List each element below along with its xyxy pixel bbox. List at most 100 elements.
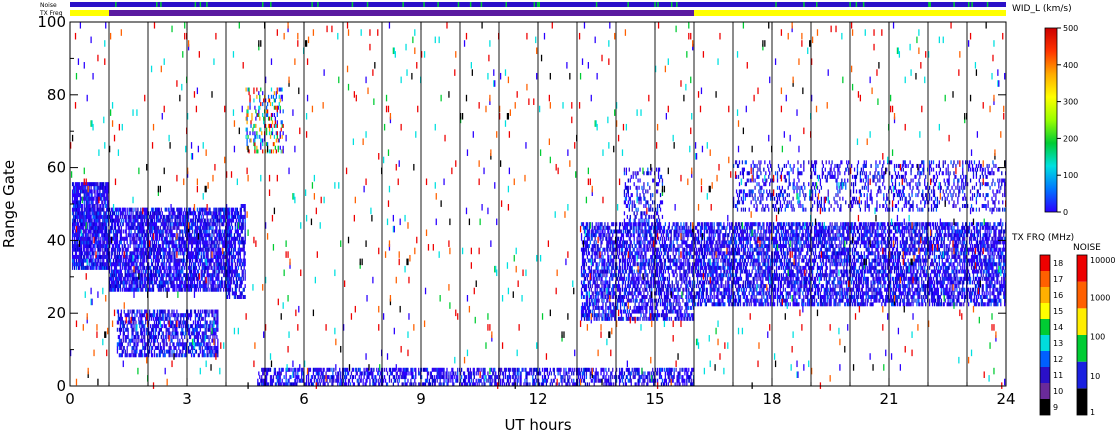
echo-cell bbox=[249, 131, 251, 136]
echo-cell bbox=[82, 265, 84, 270]
echo-cell bbox=[156, 211, 159, 216]
echo-cell bbox=[163, 345, 165, 350]
echo-cell bbox=[616, 240, 619, 245]
echo-cell bbox=[152, 284, 155, 289]
echo-cell bbox=[173, 269, 175, 274]
echo-cell bbox=[133, 280, 135, 285]
echo-cell bbox=[115, 240, 118, 245]
echo-cell bbox=[80, 204, 82, 208]
echo-cell bbox=[126, 240, 128, 245]
echo-cell bbox=[622, 254, 625, 259]
echo-cell bbox=[105, 189, 107, 194]
echo-cell bbox=[276, 134, 278, 139]
echo-cell bbox=[140, 273, 142, 278]
echo-cell bbox=[99, 214, 101, 219]
echo-cell bbox=[135, 335, 137, 340]
echo-cell bbox=[86, 240, 88, 245]
echo-cell bbox=[190, 244, 193, 249]
echo-cell bbox=[152, 251, 155, 256]
echo-cell bbox=[146, 287, 148, 292]
echo-cell bbox=[80, 251, 82, 256]
echo-cell bbox=[219, 229, 221, 234]
echo-cell bbox=[592, 229, 594, 234]
echo-cell bbox=[616, 276, 619, 281]
echo-cell bbox=[622, 298, 625, 303]
echo-cell bbox=[122, 338, 124, 343]
echo-cell bbox=[204, 265, 206, 270]
echo-cell bbox=[141, 349, 143, 354]
echo-cell bbox=[624, 291, 627, 296]
echo-cell bbox=[76, 262, 79, 267]
echo-cell bbox=[78, 229, 81, 234]
echo-cell bbox=[163, 236, 165, 241]
echo-cell bbox=[155, 244, 158, 249]
echo-cell bbox=[145, 320, 147, 325]
echo-cell bbox=[135, 287, 137, 292]
echo-cell bbox=[212, 273, 214, 278]
echo-cell bbox=[79, 218, 82, 223]
echo-cell bbox=[117, 335, 120, 340]
echo-cell bbox=[202, 225, 204, 230]
echo-cell bbox=[205, 251, 207, 256]
echo-cell bbox=[150, 280, 153, 285]
echo-cell bbox=[158, 233, 160, 238]
echo-cell bbox=[87, 244, 89, 249]
echo-cell bbox=[141, 247, 143, 252]
echo-cell bbox=[89, 254, 91, 259]
echo-cell bbox=[165, 236, 167, 241]
echo-cell bbox=[195, 276, 198, 281]
echo-cell bbox=[72, 189, 75, 194]
echo-cell bbox=[637, 316, 639, 321]
echo-cell bbox=[112, 229, 115, 234]
echo-cell bbox=[83, 189, 85, 194]
echo-cell bbox=[134, 342, 136, 347]
echo-cell bbox=[593, 276, 595, 281]
echo-cell bbox=[619, 265, 622, 270]
echo-cell bbox=[190, 218, 193, 223]
echo-cell bbox=[168, 218, 170, 223]
echo-cell bbox=[199, 309, 201, 314]
echo-cell bbox=[214, 214, 216, 219]
echo-cell bbox=[96, 254, 98, 259]
echo-cell bbox=[214, 244, 216, 249]
echo-cell bbox=[274, 116, 277, 121]
echo-cell bbox=[221, 265, 223, 270]
echo-cell bbox=[185, 244, 187, 249]
echo-cell bbox=[185, 222, 187, 227]
echo-cell bbox=[216, 211, 218, 216]
echo-cell bbox=[588, 305, 590, 310]
echo-cell bbox=[209, 207, 211, 212]
echo-cell bbox=[77, 189, 80, 194]
echo-cell bbox=[76, 204, 79, 208]
echo-cell bbox=[585, 251, 588, 256]
echo-cell bbox=[194, 251, 197, 256]
echo-cell bbox=[158, 331, 160, 336]
echo-cell bbox=[104, 222, 106, 227]
echo-cell bbox=[159, 244, 161, 249]
echo-cell bbox=[162, 251, 164, 256]
echo-cell bbox=[125, 280, 127, 285]
echo-cell bbox=[193, 236, 196, 241]
echo-cell bbox=[217, 265, 219, 270]
echo-cell bbox=[585, 309, 588, 314]
echo-cell bbox=[620, 313, 623, 318]
echo-cell bbox=[121, 320, 123, 325]
echo-cell bbox=[139, 284, 141, 289]
echo-cell bbox=[133, 251, 135, 256]
echo-cell bbox=[165, 273, 167, 278]
echo-cell bbox=[111, 207, 114, 212]
echo-cell bbox=[148, 211, 150, 216]
echo-cell bbox=[109, 225, 112, 230]
echo-cell bbox=[270, 149, 273, 154]
echo-cell bbox=[192, 222, 195, 227]
echo-cell bbox=[89, 244, 91, 249]
echo-cell bbox=[100, 265, 102, 270]
echo-cell bbox=[101, 254, 103, 259]
echo-cell bbox=[93, 185, 95, 190]
echo-cell bbox=[117, 222, 120, 227]
echo-cell bbox=[125, 284, 127, 289]
echo-cell bbox=[76, 244, 79, 249]
echo-cell bbox=[234, 244, 237, 249]
echo-cell bbox=[150, 276, 153, 281]
echo-cell bbox=[156, 258, 159, 263]
